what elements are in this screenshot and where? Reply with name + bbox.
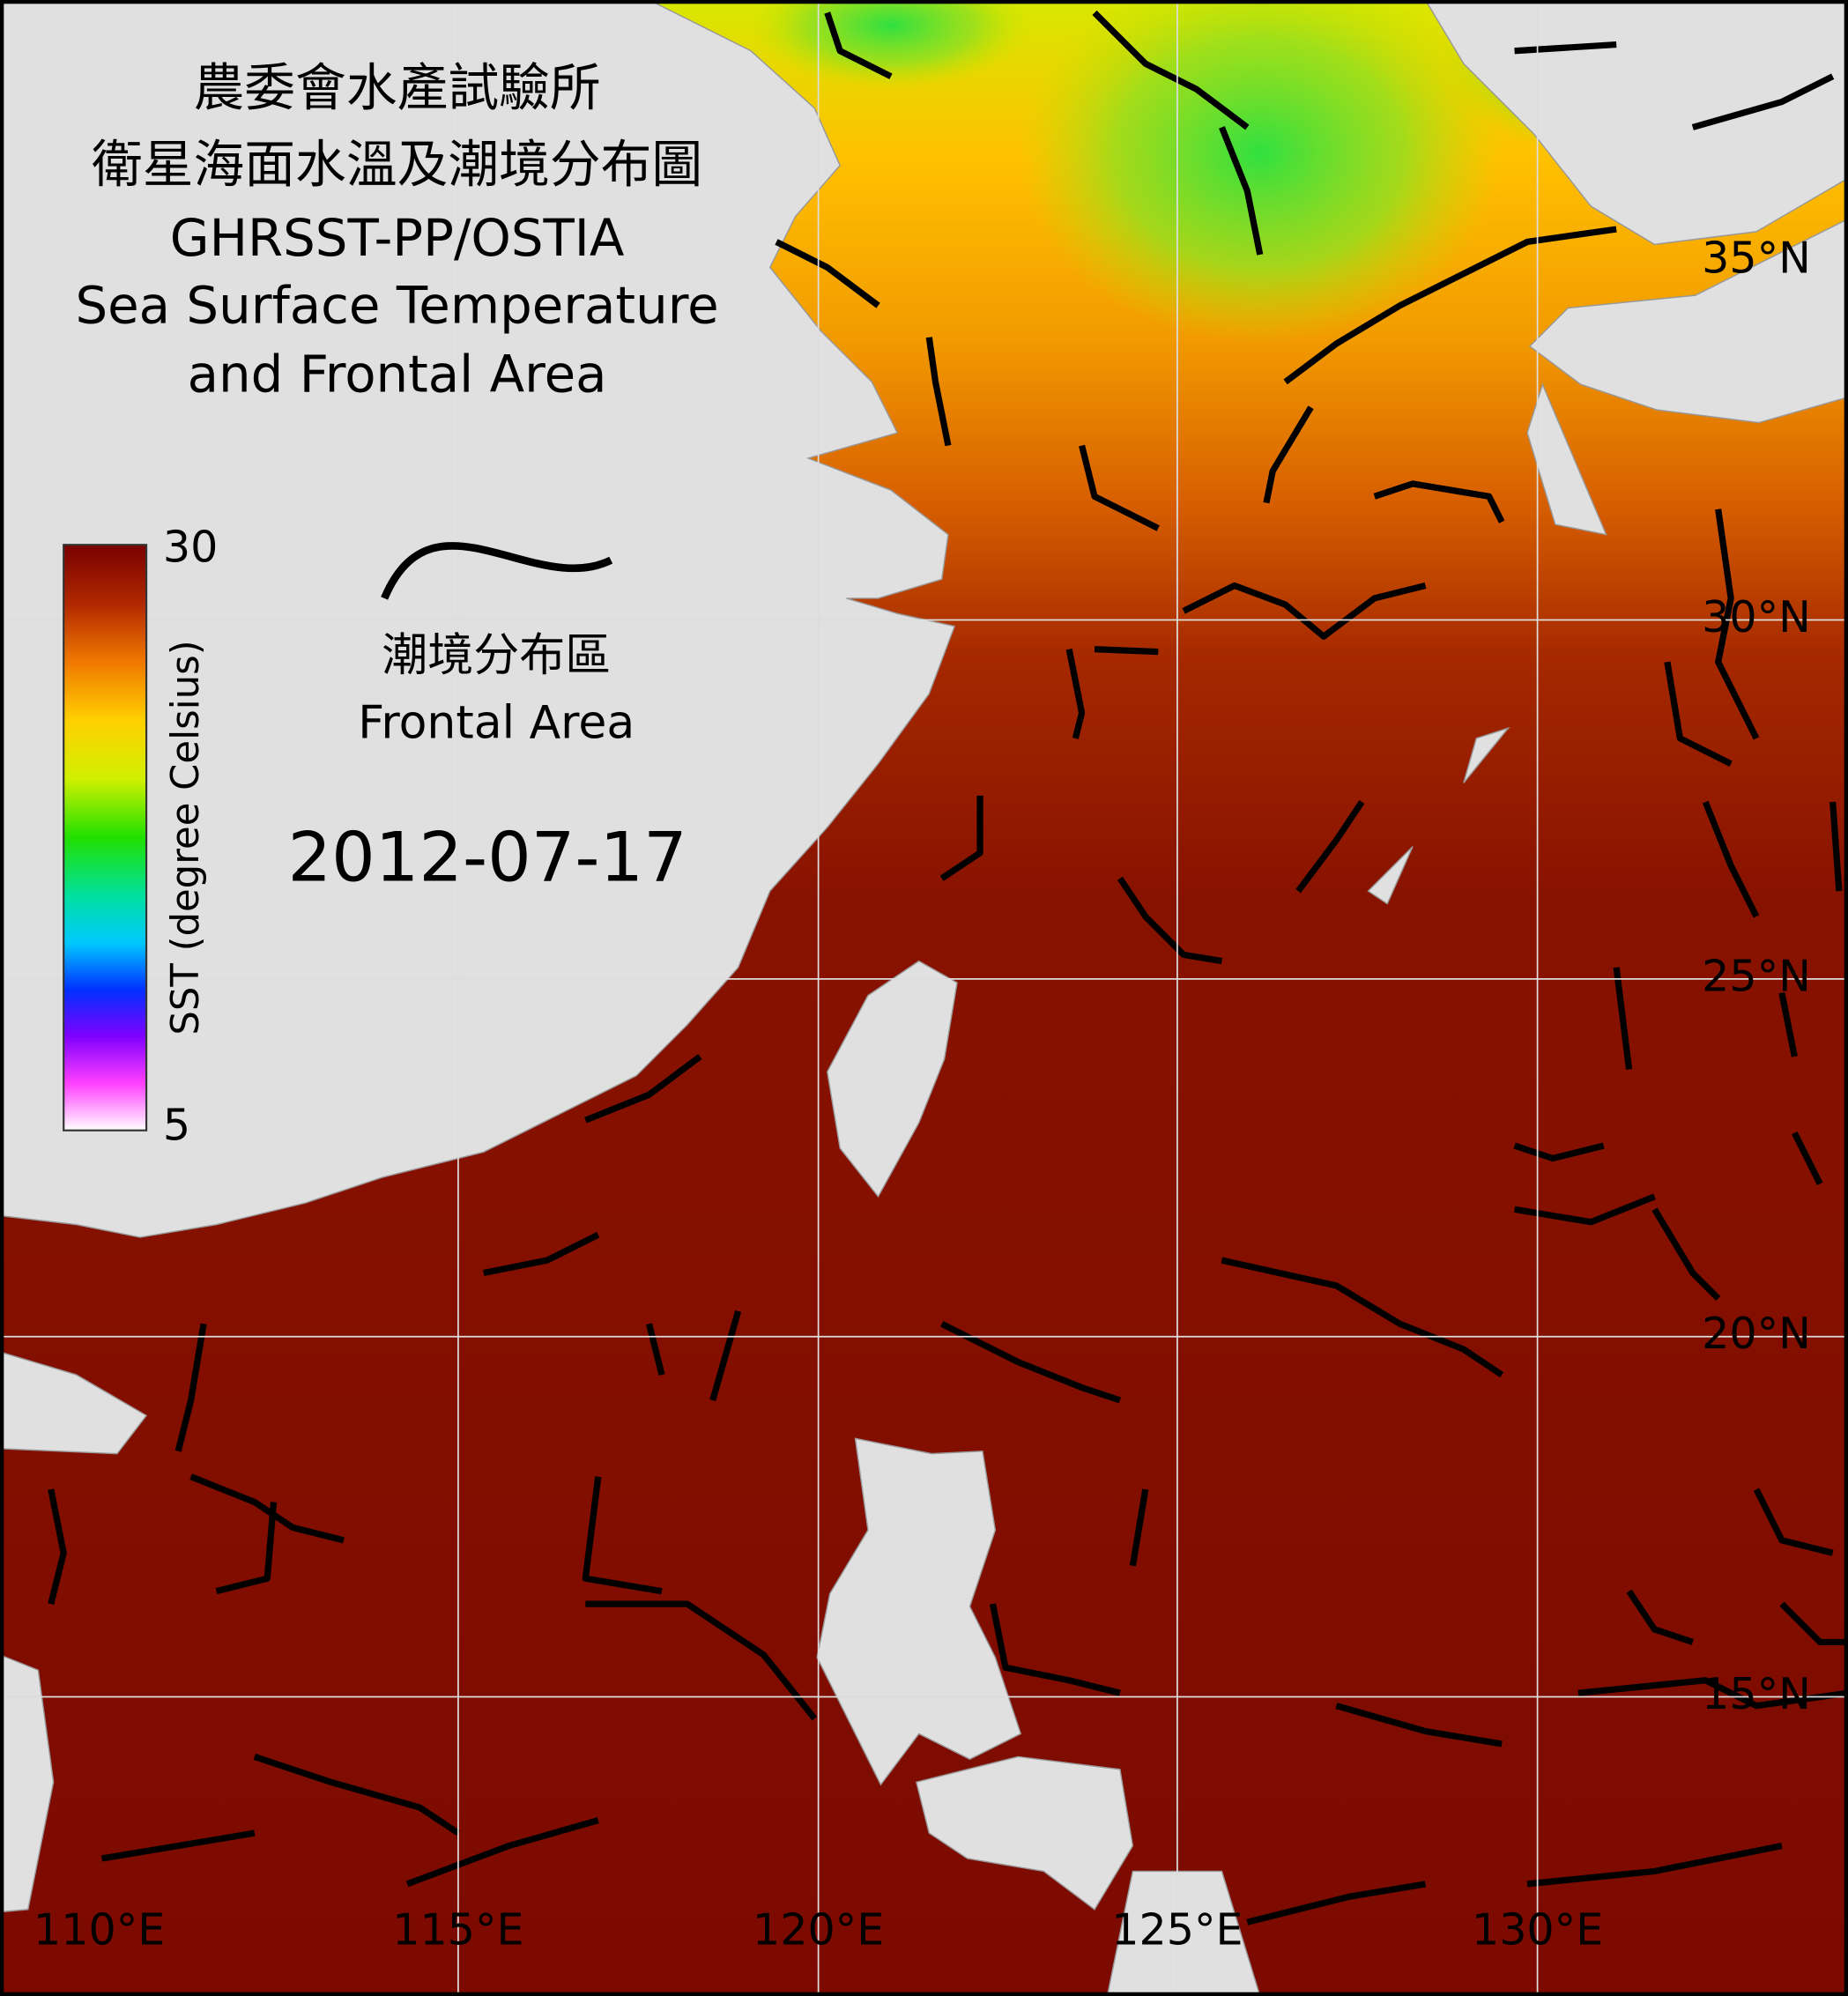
lon-label: 120°E (753, 1903, 884, 1955)
lat-label: 25°N (1702, 950, 1811, 1001)
title-line: 衛星海面水溫及潮境分布圖 (92, 134, 702, 194)
frontal-lines (48, 10, 1848, 1926)
lon-label: 115°E (392, 1903, 523, 1955)
legend-label-zh: 潮境分布區 (382, 629, 611, 682)
lon-label: 110°E (33, 1903, 165, 1955)
date: 2012-07-17 (288, 818, 687, 897)
colorbar-min: 5 (163, 1099, 190, 1150)
title-line: GHRSST-PP/OSTIA (170, 208, 625, 268)
legend-label-en: Frontal Area (358, 696, 635, 749)
colorbar-max: 30 (163, 522, 218, 573)
lat-label: 30°N (1702, 591, 1811, 642)
lon-label: 130°E (1472, 1903, 1603, 1955)
lat-label: 15°N (1702, 1668, 1811, 1719)
lat-label: 35°N (1702, 233, 1811, 284)
cool-water (1018, 0, 1503, 344)
colorbar (63, 544, 148, 1132)
title-line: and Frontal Area (188, 345, 607, 404)
lon-label: 125°E (1111, 1903, 1243, 1955)
legend-symbol (381, 542, 613, 600)
lat-label: 20°N (1702, 1308, 1811, 1359)
title-line: 農委會水產試驗所 (194, 58, 601, 118)
graticule-labels: 35°N 30°N 25°N 20°N 15°N 110°E 115°E 120°E 125°E… (33, 233, 1811, 1955)
title-line: Sea Surface Temperature (75, 276, 718, 336)
cool-water (751, 0, 1031, 90)
colorbar-label: SST (degree Celsius) (164, 640, 208, 1035)
